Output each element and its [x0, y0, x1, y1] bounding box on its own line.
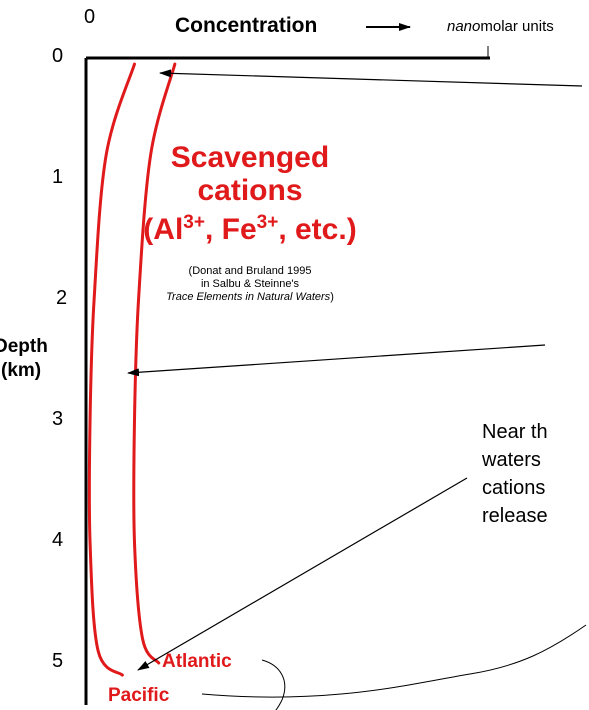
annotation-title-line1: Scavenged	[170, 141, 330, 174]
series-label-atlantic: Atlantic	[162, 651, 232, 672]
y-tick-label-5: 5	[52, 650, 64, 672]
pacific-leader	[201, 624, 587, 698]
y-tick-label-2: 2	[56, 287, 68, 309]
series-line-atlantic	[132, 62, 177, 665]
formula-close: , etc.)	[278, 213, 357, 246]
citation-line2: in Salbu & Steinne's	[200, 278, 300, 290]
formula-open: (Al	[143, 213, 184, 246]
y-tick-label-3: 3	[52, 408, 64, 430]
citation-line1: (Donat and Bruland 1995	[188, 265, 312, 277]
side-note-line1: Near th	[482, 421, 548, 443]
units-rest: molar units	[480, 18, 554, 35]
citation-line3: Trace Elements in Natural Waters)	[150, 291, 350, 304]
annotation-title-line2: cations	[197, 174, 303, 207]
series-label-pacific: Pacific	[108, 685, 170, 706]
atlantic-leader	[261, 659, 286, 710]
arrow-to-mid-depth	[127, 344, 546, 377]
x-origin-label: 0	[84, 6, 96, 28]
x-axis-units: nanomolar units	[447, 18, 554, 35]
citation-close: )	[330, 291, 334, 303]
series-line-pacific	[87, 62, 136, 677]
formula-sup-fe: 3+	[256, 212, 279, 233]
formula-mid: , Fe	[204, 213, 257, 246]
arrow-to-surface	[159, 69, 583, 87]
formula-sup-al: 3+	[183, 212, 205, 233]
side-note-line3: cations	[482, 477, 546, 499]
side-note-line4: release	[482, 505, 548, 527]
y-axis-title-line1: Depth	[0, 336, 48, 357]
annotation-formula: (Al3+, Fe3+, etc.)	[100, 206, 400, 246]
x-axis-title: Concentration	[175, 14, 318, 37]
units-prefix: nano	[447, 18, 481, 35]
y-tick-label-0: 0	[52, 45, 64, 67]
y-axis-title-line2: (km)	[1, 360, 42, 381]
citation-book-title: Trace Elements in Natural Waters	[166, 291, 331, 303]
y-tick-label-4: 4	[52, 529, 64, 551]
y-tick-label-1: 1	[52, 166, 64, 188]
side-note-line2: waters	[482, 449, 541, 471]
arrow-to-bottom	[137, 477, 468, 671]
